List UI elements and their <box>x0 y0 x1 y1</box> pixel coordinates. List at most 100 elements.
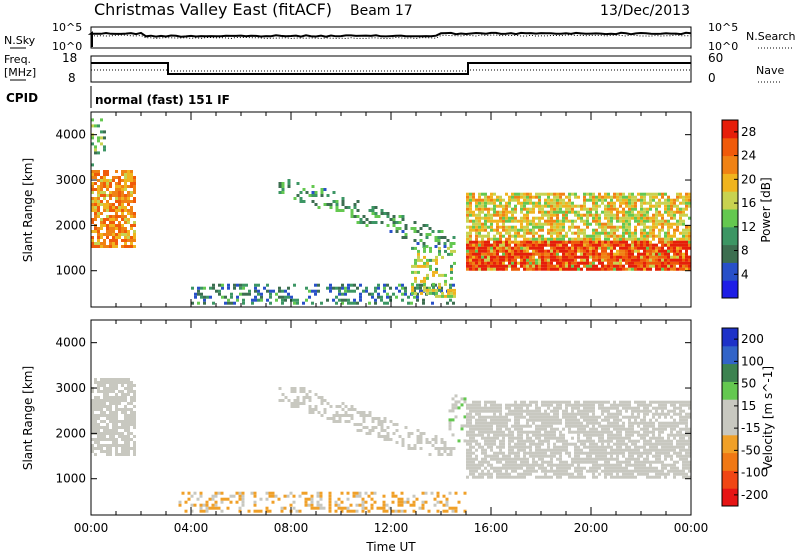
heatmap-cell <box>583 409 586 413</box>
heatmap-cell <box>466 424 469 428</box>
heatmap-cell <box>661 261 664 265</box>
heatmap-cell <box>628 192 631 196</box>
heatmap-cell <box>386 212 390 215</box>
heatmap-cell <box>238 509 242 513</box>
heatmap-cell <box>469 219 472 223</box>
heatmap-cell <box>118 203 121 206</box>
heatmap-cell <box>449 245 453 248</box>
heatmap-cell <box>583 204 586 208</box>
heatmap-cell <box>661 255 664 259</box>
heatmap-cell <box>317 289 320 293</box>
heatmap-cell <box>211 503 215 507</box>
heatmap-cell <box>127 438 130 441</box>
heatmap-cell <box>124 176 127 179</box>
heatmap-cell <box>589 198 592 202</box>
heatmap-cell <box>307 497 311 501</box>
heatmap-cell <box>682 198 685 202</box>
heatmap-cell <box>423 282 426 286</box>
heatmap-cell <box>562 204 565 208</box>
heatmap-cell <box>520 415 523 419</box>
heatmap-cell <box>496 454 499 458</box>
heatmap-cell <box>649 252 652 256</box>
heatmap-cell <box>649 264 652 268</box>
heatmap-cell <box>97 441 100 444</box>
heatmap-cell <box>616 454 619 458</box>
heatmap-cell <box>523 231 526 235</box>
heatmap-cell <box>541 400 544 404</box>
heatmap-cell <box>371 212 375 215</box>
heatmap-cell <box>520 210 523 214</box>
heatmap-cell <box>622 231 625 235</box>
heatmap-cell <box>97 194 100 197</box>
heatmap-cell <box>664 255 667 259</box>
heatmap-cell <box>314 203 318 206</box>
heatmap-cell <box>407 301 410 305</box>
heatmap-cell <box>580 475 583 479</box>
heatmap-cell <box>610 201 613 205</box>
heatmap-cell <box>622 448 625 452</box>
heatmap-cell <box>490 195 493 199</box>
heatmap-cell <box>490 237 493 241</box>
heatmap-cell <box>610 258 613 262</box>
heatmap-cell <box>661 424 664 428</box>
nsearch-label: N.Search <box>746 30 796 43</box>
heatmap-cell <box>604 267 607 271</box>
heatmap-cell <box>541 207 544 211</box>
heatmap-cell <box>679 231 682 235</box>
heatmap-cell <box>556 412 559 416</box>
heatmap-cell <box>115 197 118 200</box>
heatmap-cell <box>323 411 327 414</box>
heatmap-cell <box>472 445 475 449</box>
heatmap-cell <box>124 188 127 191</box>
heatmap-cell <box>532 201 535 205</box>
heatmap-cell <box>253 491 257 495</box>
heatmap-cell <box>553 195 556 199</box>
heatmap-cell <box>410 227 414 230</box>
heatmap-cell <box>432 258 435 262</box>
heatmap-cell <box>628 469 631 473</box>
heatmap-cell <box>514 427 517 431</box>
heatmap-cell <box>451 406 455 410</box>
heatmap-cell <box>514 424 517 428</box>
heatmap-cell <box>643 412 646 416</box>
heatmap-cell <box>514 436 517 440</box>
heatmap-cell <box>580 415 583 419</box>
heatmap-cell <box>493 469 496 473</box>
heatmap-cell <box>613 448 616 452</box>
heatmap-cell <box>281 295 284 299</box>
heatmap-cell <box>610 448 613 452</box>
heatmap-cell <box>121 203 124 206</box>
heatmap-cell <box>308 399 312 402</box>
heatmap-cell <box>559 400 562 404</box>
heatmap-cell <box>610 195 613 199</box>
heatmap-cell <box>658 412 661 416</box>
heatmap-cell <box>124 429 127 432</box>
heatmap-cell <box>562 261 565 265</box>
heatmap-cell <box>604 246 607 250</box>
heatmap-cell <box>559 406 562 410</box>
heatmap-cell <box>646 439 649 443</box>
heatmap-cell <box>601 427 604 431</box>
heatmap-cell <box>466 261 469 265</box>
heatmap-cell <box>601 198 604 202</box>
heatmap-cell <box>124 444 127 447</box>
heatmap-cell <box>586 198 589 202</box>
heatmap-cell <box>646 475 649 479</box>
heatmap-cell <box>130 239 133 242</box>
heatmap-cell <box>499 427 502 431</box>
heatmap-cell <box>556 475 559 479</box>
heatmap-cell <box>565 216 568 220</box>
heatmap-cell <box>559 204 562 208</box>
heatmap-cell <box>490 267 493 271</box>
heatmap-cell <box>284 298 287 302</box>
heatmap-cell <box>667 258 670 262</box>
heatmap-cell <box>475 442 478 446</box>
heatmap-cell <box>368 414 372 417</box>
heatmap-cell <box>511 264 514 268</box>
heatmap-cell <box>589 246 592 250</box>
heatmap-cell <box>661 222 664 226</box>
heatmap-cell <box>628 216 631 220</box>
heatmap-cell <box>425 286 428 290</box>
heatmap-cell <box>463 509 467 513</box>
